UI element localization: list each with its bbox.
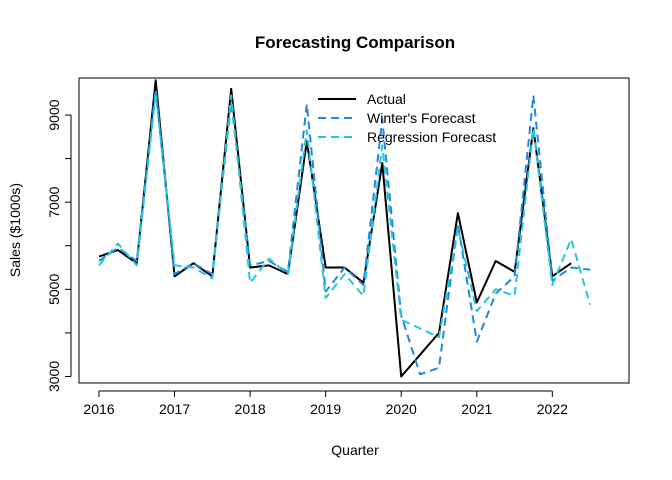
x-axis: 2016 2017 2018 2019 2020 2021 2022: [83, 390, 568, 417]
series-line-regression-forecast: [98, 92, 592, 339]
legend-label: Winter's Forecast: [367, 110, 476, 126]
series-line-winter-s-forecast: [98, 87, 591, 376]
x-tick-label: 2018: [235, 401, 266, 417]
legend: Actual Winter's Forecast Regression Foreca…: [318, 91, 496, 145]
legend-label: Regression Forecast: [367, 129, 496, 145]
x-tick-label: 2017: [159, 401, 190, 417]
x-tick-label: 2016: [83, 401, 114, 417]
y-tick-label: 5000: [46, 274, 62, 305]
x-axis-label: Quarter: [331, 442, 379, 458]
x-tick-label: 2020: [386, 401, 417, 417]
legend-label: Actual: [367, 91, 406, 107]
series-lines: [98, 79, 592, 378]
x-tick-label: 2019: [310, 401, 341, 417]
y-tick-label: 3000: [46, 361, 62, 392]
y-tick-label: 7000: [46, 186, 62, 217]
x-tick-label: 2021: [461, 401, 492, 417]
y-axis-label: Sales ($1000s): [7, 183, 23, 277]
series-line-actual: [98, 79, 572, 378]
plot-area-border: [78, 77, 630, 384]
x-tick-label: 2022: [537, 401, 568, 417]
chart-title: Forecasting Comparison: [255, 33, 455, 52]
y-axis: 3000 5000 7000 9000: [46, 99, 72, 392]
y-tick-label: 9000: [46, 99, 62, 130]
